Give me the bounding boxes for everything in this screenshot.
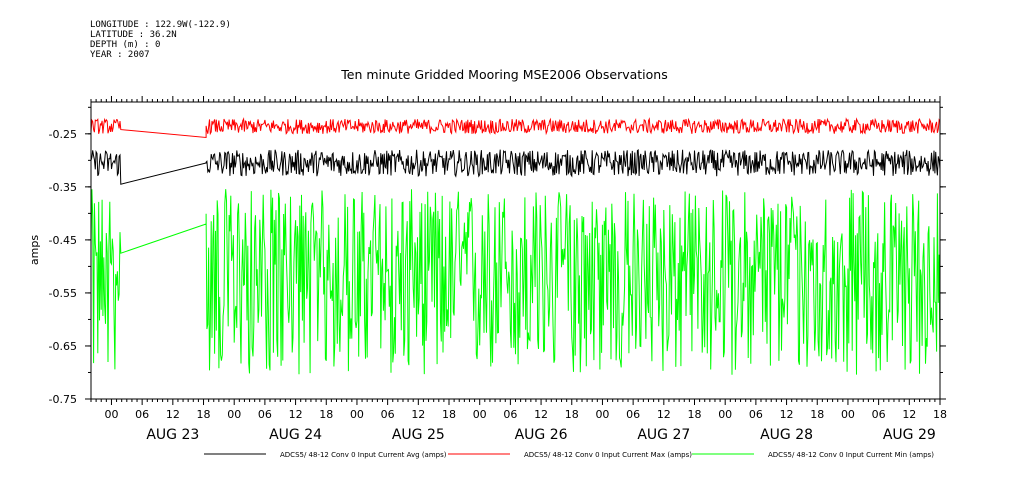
x-tick-label: 18 (688, 408, 702, 421)
legend-entry: ADCS5/ 48-12 Conv 0 Input Current Min (a… (768, 451, 934, 459)
x-tick-label: 00 (595, 408, 609, 421)
legend-entry: ADCS5/ 48-12 Conv 0 Input Current Max (a… (524, 451, 692, 459)
y-tick-label: -0.75 (49, 393, 77, 406)
x-tick-label: 12 (780, 408, 794, 421)
y-tick-label: -0.65 (49, 340, 77, 353)
day-label: AUG 27 (637, 427, 690, 443)
x-tick-label: 00 (350, 408, 364, 421)
x-tick-label: 18 (565, 408, 579, 421)
x-tick-label: 12 (166, 408, 180, 421)
mooring-metadata: LONGITUDE : 122.9W(-122.9) LATITUDE : 36… (90, 20, 231, 60)
x-tick-label: 18 (810, 408, 824, 421)
longitude-label: LONGITUDE : 122.9W(-122.9) (90, 20, 231, 30)
x-tick-label: 00 (718, 408, 732, 421)
x-tick-label: 06 (381, 408, 395, 421)
x-tick-label: 06 (749, 408, 763, 421)
x-tick-label: 18 (933, 408, 947, 421)
y-tick-label: -0.45 (49, 234, 77, 247)
day-label: AUG 28 (760, 427, 813, 443)
day-label: AUG 29 (883, 427, 936, 443)
depth-label: DEPTH (m) : 0 (90, 40, 161, 50)
x-tick-label: 18 (197, 408, 211, 421)
x-tick-label: 06 (135, 408, 149, 421)
year-label: YEAR : 2007 (90, 50, 150, 60)
series-line (90, 189, 941, 375)
series-line (90, 148, 941, 185)
x-tick-label: 12 (289, 408, 303, 421)
day-label: AUG 26 (515, 427, 568, 443)
x-tick-label: 06 (503, 408, 517, 421)
y-axis-label: amps (28, 235, 41, 265)
series-line (90, 117, 941, 139)
x-tick-label: 18 (319, 408, 333, 421)
x-tick-label: 06 (872, 408, 886, 421)
y-tick-label: -0.55 (49, 287, 77, 300)
day-label: AUG 25 (392, 427, 445, 443)
legend: ADCS5/ 48-12 Conv 0 Input Current Avg (a… (204, 451, 934, 459)
y-tick-label: -0.25 (49, 128, 77, 141)
day-label: AUG 23 (146, 427, 199, 443)
x-tick-label: 00 (104, 408, 118, 421)
x-tick-label: 12 (657, 408, 671, 421)
latitude-label: LATITUDE : 36.2N (90, 30, 177, 40)
x-tick-label: 12 (411, 408, 425, 421)
x-tick-label: 06 (258, 408, 272, 421)
chart-title: Ten minute Gridded Mooring MSE2006 Obser… (341, 67, 668, 82)
x-tick-label: 00 (841, 408, 855, 421)
x-tick-label: 00 (227, 408, 241, 421)
day-label: AUG 24 (269, 427, 322, 443)
x-tick-label: 18 (442, 408, 456, 421)
x-tick-label: 12 (534, 408, 548, 421)
legend-entry: ADCS5/ 48-12 Conv 0 Input Current Avg (a… (280, 451, 447, 459)
x-tick-label: 12 (902, 408, 916, 421)
x-tick-label: 06 (626, 408, 640, 421)
plot-lines (90, 117, 941, 375)
axis-ticks: -0.25 -0.35 -0.45 -0.55 -0.65 -0.75 00 06 12 18 00… (49, 96, 947, 443)
x-tick-label: 00 (473, 408, 487, 421)
y-tick-label: -0.35 (49, 181, 77, 194)
